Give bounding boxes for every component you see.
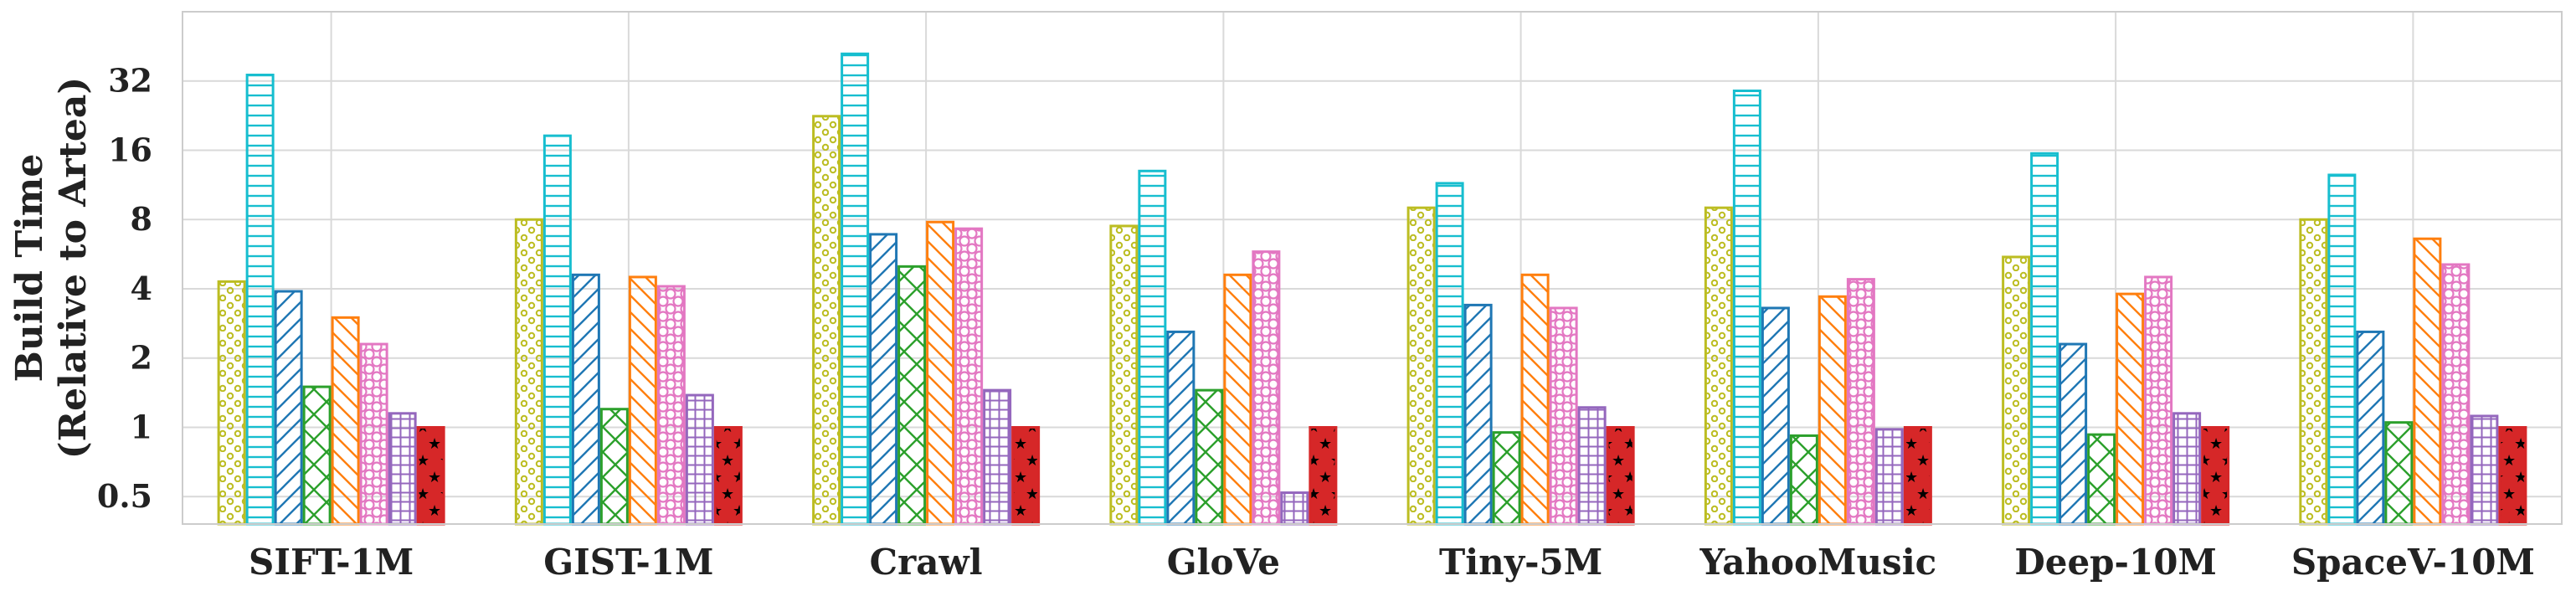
y-axis-subtitle: (Relative to Artea) — [52, 77, 95, 459]
bar — [2384, 421, 2414, 526]
y-tick-label: 2 — [131, 339, 152, 377]
x-tick-label: Tiny-5M — [1439, 542, 1602, 583]
bar — [1309, 425, 1338, 526]
bar — [1549, 306, 1578, 526]
x-tick-label: YahooMusic — [1699, 542, 1937, 583]
bar — [2002, 255, 2031, 526]
bar — [1704, 206, 1733, 526]
bar — [388, 412, 417, 526]
bar — [1577, 406, 1607, 526]
bar — [1406, 206, 1436, 526]
bar — [1492, 431, 1521, 526]
bar — [1138, 169, 1167, 526]
bar — [1520, 273, 1550, 526]
bar — [841, 52, 870, 526]
bar — [2498, 425, 2527, 526]
y-axis-title: Build Time — [8, 154, 51, 383]
bar — [869, 233, 898, 526]
x-tick-label: Deep-10M — [2014, 542, 2217, 583]
bar — [2327, 173, 2357, 526]
bar — [571, 273, 600, 526]
bar — [2413, 237, 2442, 526]
bar — [2144, 275, 2173, 526]
bar — [416, 425, 445, 526]
bar — [2059, 342, 2088, 526]
bar — [628, 275, 657, 526]
y-tick-label: 4 — [131, 270, 152, 307]
bar — [1818, 295, 1847, 526]
x-tick-label: SIFT-1M — [249, 542, 414, 583]
bar — [1435, 182, 1464, 526]
bar — [2030, 152, 2059, 526]
bar — [2299, 218, 2328, 526]
bar — [1606, 425, 1635, 526]
bar — [1252, 250, 1281, 526]
bar — [1761, 306, 1790, 526]
bar — [1732, 90, 1761, 526]
bar — [713, 425, 743, 526]
bar — [1166, 330, 1195, 526]
bar — [2470, 414, 2499, 526]
bar — [926, 220, 955, 526]
bar — [599, 408, 629, 526]
bar — [1280, 491, 1309, 526]
y-tick-label: 0.5 — [97, 477, 152, 515]
bar — [2356, 330, 2385, 526]
y-tick-label: 32 — [108, 62, 152, 100]
y-tick-label: 8 — [131, 200, 152, 238]
y-tick-label: 16 — [108, 131, 152, 168]
bar — [302, 385, 332, 526]
bar — [359, 342, 388, 526]
bar — [954, 227, 984, 526]
y-tick-label: 1 — [131, 408, 152, 445]
bar — [1789, 434, 1818, 526]
x-tick-label: SpaceV-10M — [2291, 542, 2535, 583]
bar — [897, 265, 927, 526]
bar — [245, 74, 275, 526]
bar — [514, 218, 543, 526]
bar — [1195, 388, 1224, 526]
bar — [1223, 273, 1252, 526]
plot-border — [182, 11, 2563, 525]
bar — [2201, 425, 2230, 526]
bar — [656, 285, 686, 526]
bar — [1846, 278, 1875, 526]
bar — [2441, 263, 2471, 526]
bar — [1011, 425, 1041, 526]
bar — [1874, 428, 1904, 526]
bar — [1463, 303, 1493, 526]
bar — [2172, 412, 2202, 526]
bar — [812, 115, 841, 526]
x-tick-label: GIST-1M — [543, 542, 713, 583]
bar — [983, 388, 1012, 526]
bar — [1903, 425, 1932, 526]
bar — [217, 280, 246, 526]
bar — [1109, 224, 1139, 526]
bar — [2116, 292, 2145, 526]
x-tick-label: GloVe — [1167, 542, 1280, 583]
bar — [685, 393, 714, 526]
bar — [2087, 433, 2116, 526]
bar — [331, 316, 360, 526]
x-tick-label: Crawl — [870, 542, 983, 583]
bar — [274, 290, 303, 526]
bar — [542, 134, 572, 526]
